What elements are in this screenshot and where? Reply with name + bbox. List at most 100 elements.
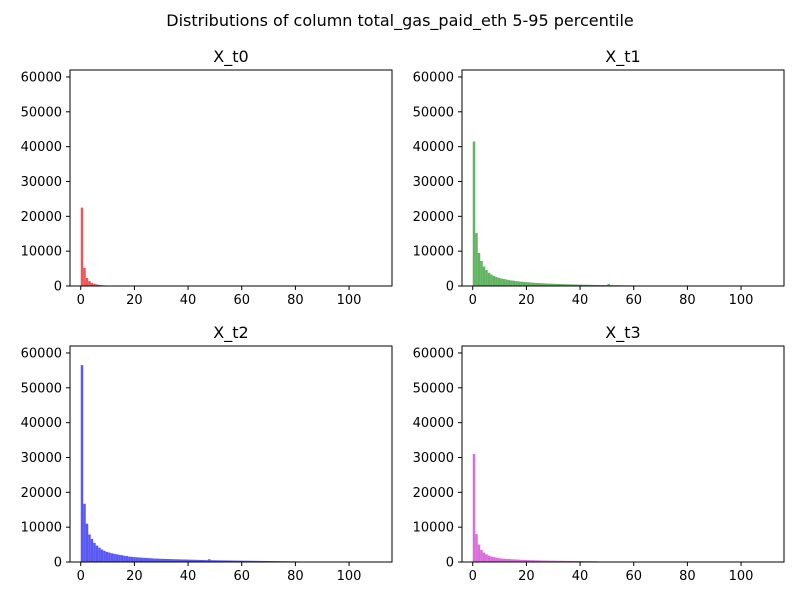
histogram-bar <box>105 551 109 562</box>
histogram-bar <box>108 552 111 562</box>
x-tick-label: 20 <box>518 569 535 584</box>
histogram-bar <box>203 560 206 562</box>
histogram-bar <box>545 560 548 562</box>
x-tick-label: 60 <box>233 293 250 308</box>
histogram-bar <box>98 284 101 286</box>
histogram-bar <box>532 282 536 286</box>
histogram-bar <box>587 284 591 286</box>
histogram-bar <box>145 557 149 562</box>
histogram-bar <box>577 284 581 286</box>
histogram-bar <box>138 557 141 562</box>
histogram-bar <box>507 559 511 562</box>
axes-frame <box>69 345 393 563</box>
histogram-bar <box>505 279 508 286</box>
histogram-bar <box>133 557 136 562</box>
histogram-bar <box>547 560 551 562</box>
histogram-bar <box>175 559 179 562</box>
histogram-bar <box>537 560 541 562</box>
histogram-bar <box>522 559 526 562</box>
histogram-bar <box>530 560 533 562</box>
x-tick-label: 0 <box>77 569 85 584</box>
histogram-bar <box>163 558 166 562</box>
y-tick-label: 60000 <box>21 346 62 361</box>
histogram-bar <box>550 560 553 562</box>
histogram-bar <box>565 560 568 562</box>
histogram-bar <box>180 559 184 562</box>
subplot-4: X_t3 0 20 40 60 80 100 0 10000 20000 30000 40000 500… <box>413 323 785 584</box>
histogram-bar <box>557 560 561 562</box>
y-tick-label: 50000 <box>413 105 454 120</box>
histogram-bar <box>245 560 248 562</box>
y-tick-label: 10000 <box>413 245 454 260</box>
x-tick-label: 100 <box>337 569 362 584</box>
histogram-bar <box>155 558 159 562</box>
histogram-bar <box>232 560 236 562</box>
histogram-bar <box>257 560 261 562</box>
histogram-bar <box>148 558 151 562</box>
histogram-bar <box>185 559 189 562</box>
x-tick-label: 20 <box>126 569 143 584</box>
y-tick-label: 40000 <box>413 140 454 155</box>
histogram-bar <box>195 559 199 562</box>
histogram-bar <box>230 560 233 562</box>
histogram-bar <box>507 280 511 286</box>
histogram-bar <box>505 558 508 562</box>
histogram-bar <box>537 283 541 286</box>
histogram-bar <box>540 560 543 562</box>
histogram-bar <box>222 560 226 562</box>
y-tick-label: 10000 <box>21 245 62 260</box>
histogram-bar <box>95 284 99 286</box>
histogram-bar <box>140 557 144 562</box>
histogram-bar <box>252 560 256 562</box>
histogram-bar <box>545 283 548 286</box>
histogram-bar <box>115 554 119 562</box>
histogram-bars <box>472 141 658 286</box>
histogram-bar <box>88 281 91 286</box>
histogram-bar <box>580 284 583 286</box>
histogram-bar <box>597 284 601 286</box>
histogram-bar <box>188 559 191 562</box>
y-tick-label: 10000 <box>21 521 62 536</box>
histogram-bar <box>557 284 561 286</box>
histogram-bar <box>595 284 598 286</box>
figure-suptitle: Distributions of column total_gas_paid_e… <box>166 11 633 31</box>
histogram-bar <box>85 277 89 286</box>
histogram-bar <box>547 283 551 286</box>
x-tick-label: 80 <box>679 569 696 584</box>
x-tick-label: 80 <box>287 293 304 308</box>
histogram-bar <box>240 560 243 562</box>
histogram-bar <box>520 559 523 562</box>
y-tick-label: 40000 <box>21 416 62 431</box>
subplot-title: X_t2 <box>213 323 248 343</box>
histogram-bar <box>512 559 516 562</box>
histogram-bar <box>567 560 571 562</box>
histogram-bar <box>93 542 96 562</box>
subplot-title: X_t3 <box>605 323 640 343</box>
histogram-bar <box>510 280 513 286</box>
y-tick-label: 30000 <box>413 451 454 466</box>
histogram-bar <box>178 559 181 562</box>
histogram-bar <box>535 282 538 286</box>
histogram-bar <box>567 284 571 286</box>
histogram-bar <box>88 534 91 562</box>
histogram-bar <box>260 560 263 562</box>
histogram-bar <box>562 284 566 286</box>
histogram-bar <box>225 560 228 562</box>
histogram-bar <box>502 279 506 286</box>
histogram-bar <box>607 283 610 286</box>
histogram-bar <box>532 560 536 562</box>
histogram-bar <box>120 555 124 562</box>
histogram-bar <box>472 141 476 286</box>
histogram-bar <box>535 560 538 562</box>
histogram-bar <box>540 283 543 286</box>
histogram-bar <box>237 560 241 562</box>
x-tick-label: 0 <box>469 293 477 308</box>
histogram-bar <box>165 558 169 562</box>
histogram-bar <box>110 553 114 562</box>
histogram-bar <box>193 559 196 562</box>
histogram-bar <box>492 275 496 286</box>
histogram-bar <box>173 559 176 562</box>
histogram-bar <box>500 558 503 562</box>
histogram-bar <box>150 558 154 562</box>
histogram-bar <box>487 555 491 562</box>
